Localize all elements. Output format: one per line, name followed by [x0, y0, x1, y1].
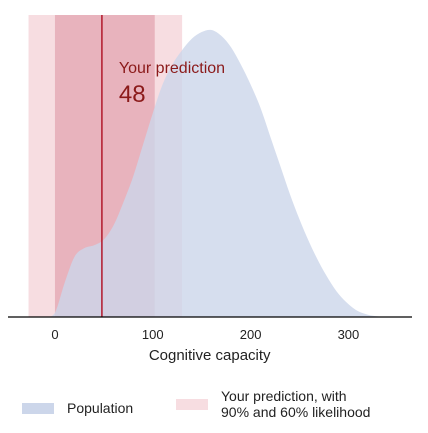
x-tick-label: 200 [240, 327, 262, 342]
legend: Population Your prediction, with 90% and… [0, 388, 428, 428]
x-axis-label: Cognitive capacity [149, 347, 271, 364]
chart: 0 100 200 300 Cognitive capacity Your predi… [8, 15, 412, 364]
legend-label-prediction-line1: Your prediction, with [221, 388, 347, 404]
prediction-swatch [176, 398, 208, 410]
prediction-label: Your prediction [119, 60, 225, 77]
population-density-area [45, 29, 388, 317]
population-swatch [22, 402, 54, 414]
x-tick-label: 0 [51, 327, 58, 342]
legend-item-population: Population [22, 400, 133, 416]
x-tick-label: 300 [338, 327, 360, 342]
prediction-value: 48 [119, 81, 146, 108]
legend-label-prediction: Your prediction, with 90% and 60% likeli… [221, 388, 370, 420]
legend-label-prediction-line2: 90% and 60% likelihood [221, 404, 371, 420]
x-axis-ticks: 0 100 200 300 [51, 327, 359, 342]
legend-item-prediction: Your prediction, with 90% and 60% likeli… [176, 388, 370, 420]
x-tick-label: 100 [142, 327, 164, 342]
legend-label-population: Population [67, 400, 134, 416]
